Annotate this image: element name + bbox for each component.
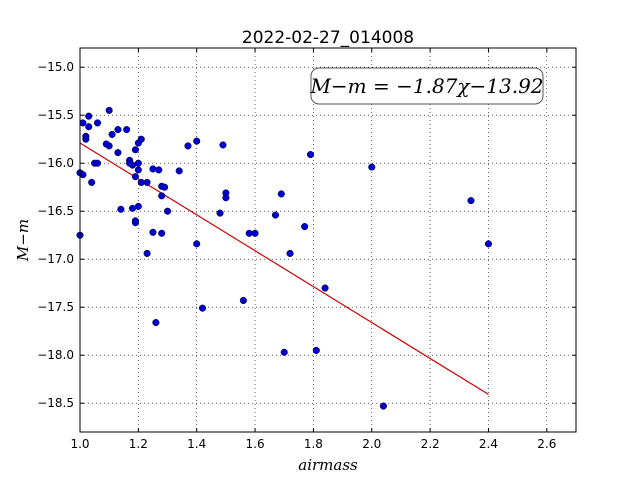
- data-point: [222, 194, 230, 202]
- data-point: [175, 167, 183, 175]
- data-point: [134, 202, 142, 210]
- x-tick-label: 1.8: [304, 437, 323, 451]
- x-tick-label: 1.6: [246, 437, 265, 451]
- data-point: [239, 296, 247, 305]
- data-point: [198, 304, 207, 312]
- data-point: [484, 240, 493, 248]
- data-point: [143, 249, 151, 257]
- chart-title: 2022-02-27_014008: [242, 28, 414, 48]
- data-point: [79, 171, 87, 179]
- y-tick-label: −16.5: [37, 204, 74, 218]
- y-tick-label: −18.5: [37, 396, 74, 410]
- x-axis-label: airmass: [298, 456, 358, 474]
- x-tick-label: 1.4: [187, 437, 206, 451]
- data-point: [193, 240, 201, 248]
- plot-frame: [79, 47, 577, 433]
- data-point: [114, 126, 122, 134]
- data-point: [134, 166, 142, 174]
- data-point: [312, 346, 320, 354]
- data-point: [131, 173, 139, 181]
- x-tick-label: 2.2: [421, 437, 440, 451]
- x-tick-label: 2.4: [479, 437, 498, 451]
- data-point: [137, 135, 145, 143]
- data-point: [105, 142, 113, 150]
- data-point: [251, 229, 259, 237]
- x-tick-label: 2.0: [362, 437, 381, 451]
- data-point: [321, 284, 329, 292]
- data-point: [85, 123, 93, 131]
- data-point: [105, 106, 113, 114]
- data-point: [117, 205, 125, 213]
- data-point: [93, 159, 102, 167]
- data-point: [79, 119, 87, 127]
- x-tick-label: 1.0: [70, 437, 89, 451]
- data-point: [152, 319, 160, 327]
- data-point: [368, 163, 376, 171]
- data-point: [155, 166, 163, 174]
- data-point: [306, 151, 315, 159]
- data-point: [93, 119, 102, 127]
- y-axis-label: M−m: [14, 219, 32, 262]
- data-point: [193, 137, 201, 145]
- data-point: [123, 126, 131, 134]
- data-point: [131, 219, 139, 227]
- data-point: [158, 192, 166, 200]
- grid: [79, 48, 576, 432]
- y-tick-label: −18.0: [37, 348, 74, 362]
- data-point: [184, 142, 192, 150]
- data-point: [379, 402, 387, 410]
- y-tick-label: −16.0: [37, 156, 74, 170]
- data-point: [277, 190, 285, 198]
- data-point: [85, 112, 93, 120]
- data-point: [158, 229, 166, 237]
- y-tick-label: −17.5: [37, 300, 74, 314]
- data-point: [286, 249, 294, 257]
- data-point: [216, 209, 224, 217]
- data-point: [467, 197, 475, 205]
- data-points: [76, 106, 493, 410]
- data-point: [143, 178, 151, 186]
- data-point: [271, 211, 280, 219]
- data-point: [280, 348, 288, 356]
- y-tick-label: −15.0: [37, 60, 74, 74]
- data-point: [163, 207, 172, 215]
- fit-equation: M−m = −1.87χ−13.92: [309, 74, 543, 98]
- y-tick-label: −17.0: [37, 252, 74, 266]
- data-point: [88, 178, 96, 186]
- data-point: [114, 149, 122, 157]
- y-tick-label: −15.5: [37, 108, 74, 122]
- axis-ticks: 1.0 1.2 1.4 1.6 1.8 2.0 2.2 2.4 2.6 −15.0 −15.5 −16…: [37, 48, 576, 451]
- data-point: [161, 183, 169, 191]
- data-point: [131, 146, 139, 154]
- data-point: [82, 135, 90, 143]
- annotation-box: M−m = −1.87χ−13.92: [309, 67, 544, 105]
- data-point: [149, 228, 157, 236]
- x-tick-label: 2.6: [537, 437, 556, 451]
- data-point: [149, 165, 157, 173]
- data-point: [301, 223, 309, 231]
- data-point: [134, 159, 142, 167]
- x-tick-label: 1.2: [129, 437, 148, 451]
- data-point: [108, 130, 116, 138]
- data-point: [219, 141, 227, 149]
